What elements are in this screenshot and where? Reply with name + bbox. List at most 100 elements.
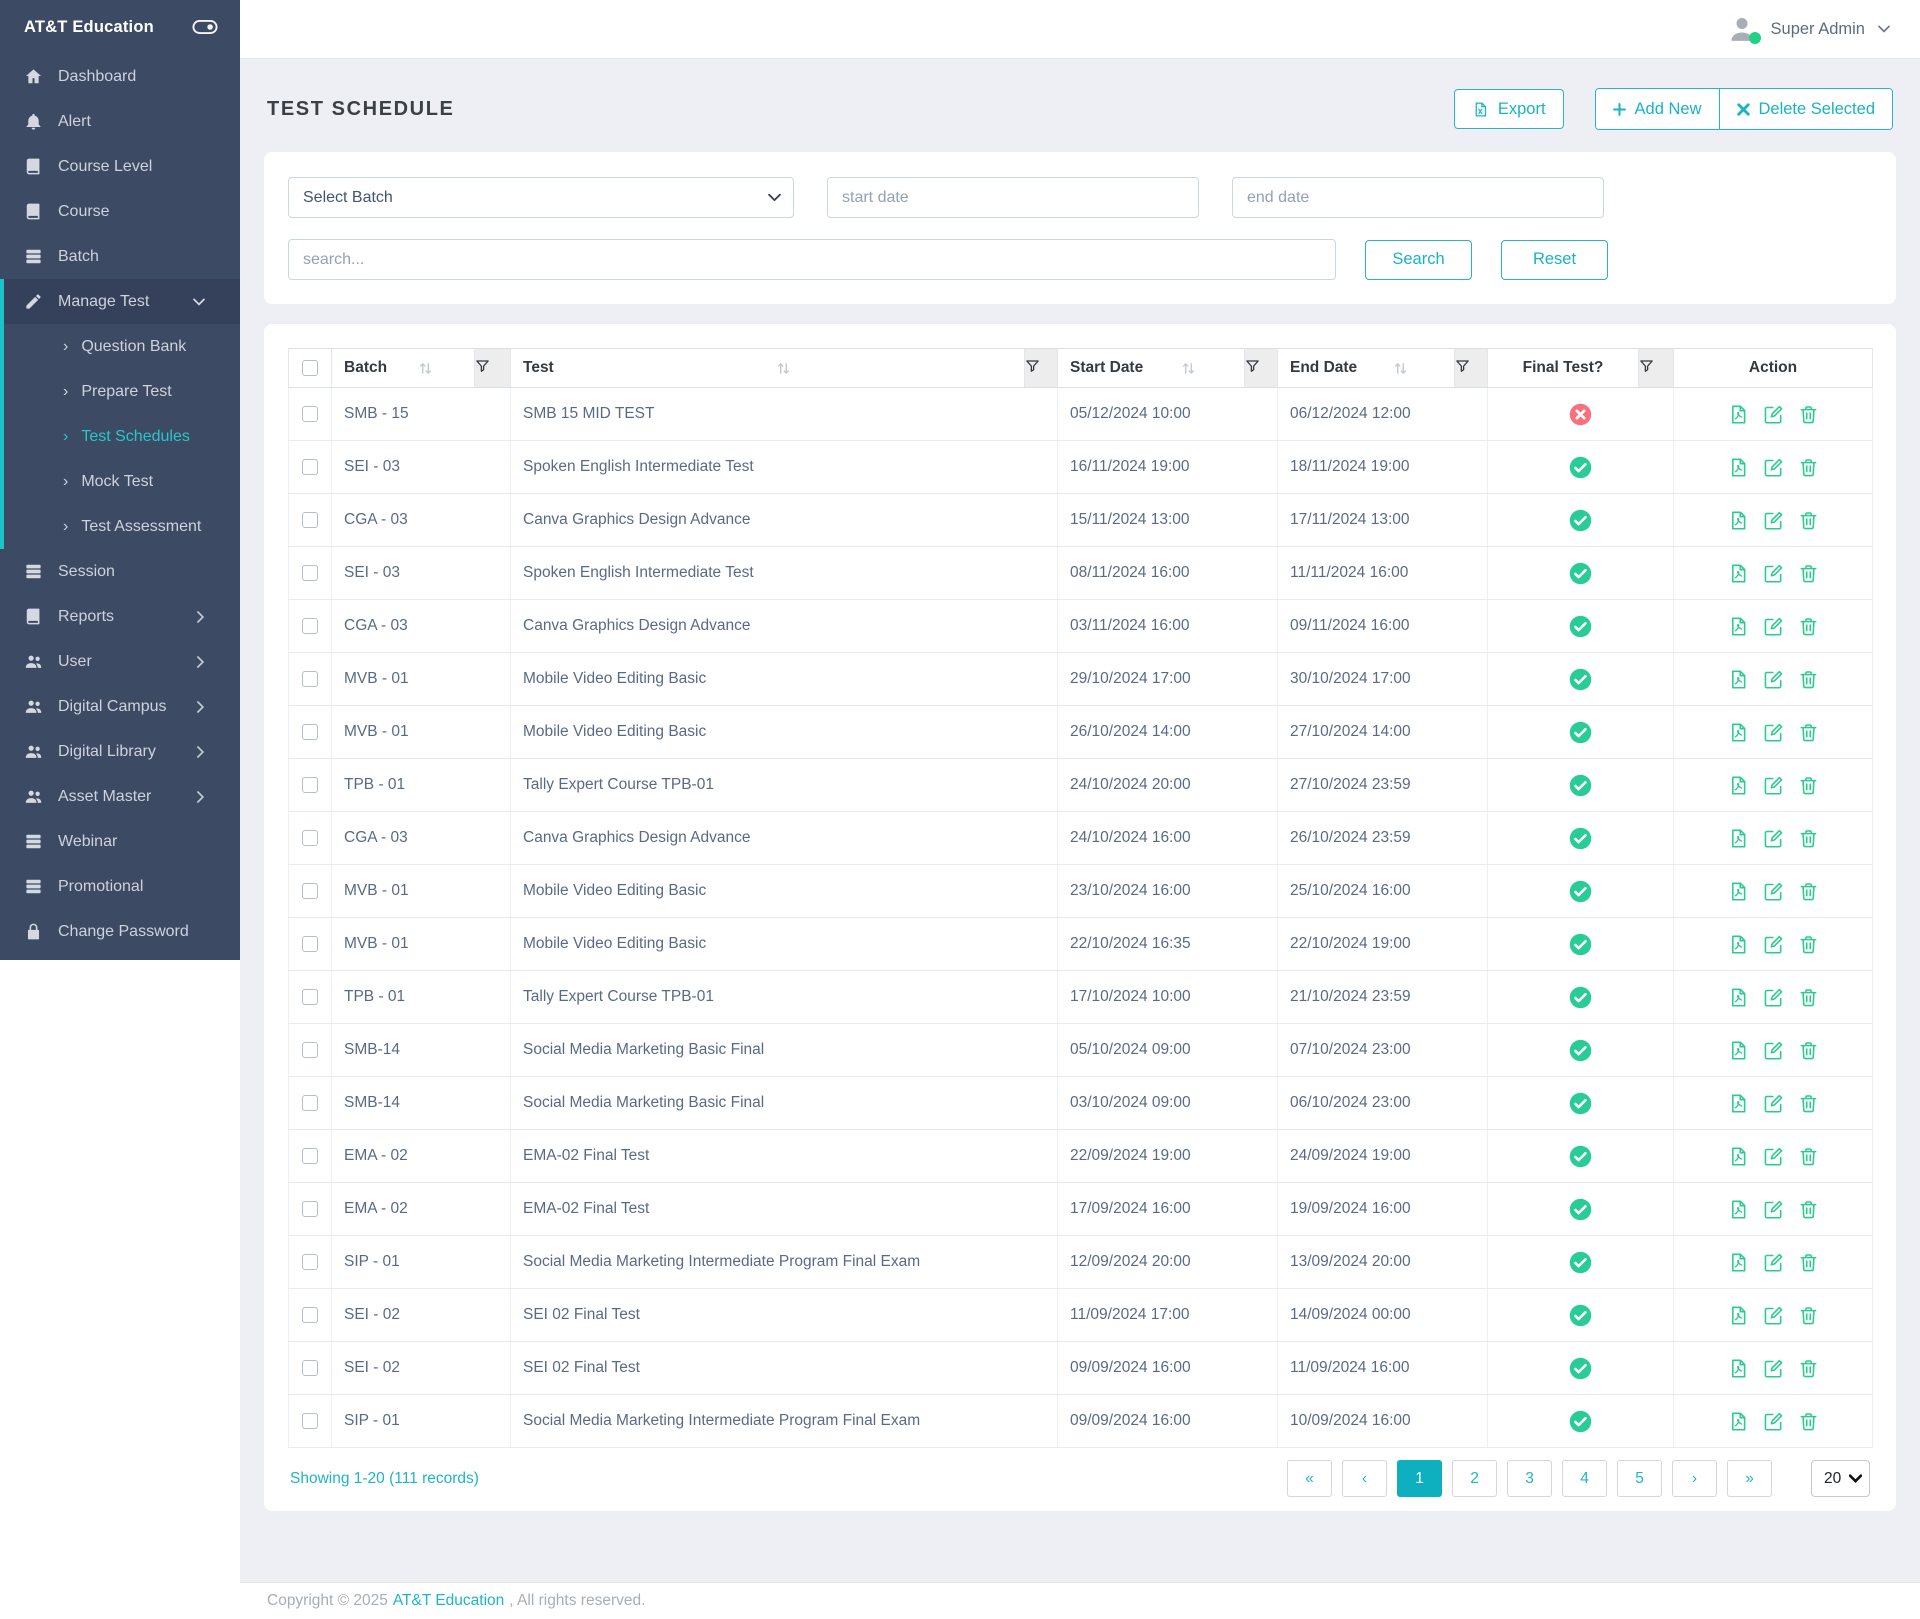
page-1-button[interactable]: 1 bbox=[1397, 1460, 1442, 1497]
pdf-icon[interactable] bbox=[1728, 722, 1749, 743]
pdf-icon[interactable] bbox=[1728, 1358, 1749, 1379]
sidebar-item-digital-campus[interactable]: Digital Campus bbox=[0, 684, 240, 729]
sidebar-item-question-bank[interactable]: › Question Bank bbox=[4, 324, 240, 369]
prev-page-button[interactable]: ‹ bbox=[1342, 1460, 1387, 1497]
page-3-button[interactable]: 3 bbox=[1507, 1460, 1552, 1497]
footer-brand-link[interactable]: AT&T Education bbox=[392, 1592, 505, 1609]
user-menu[interactable]: Super Admin bbox=[1726, 14, 1890, 44]
delete-selected-button[interactable]: Delete Selected bbox=[1718, 89, 1892, 129]
end-date-column-header[interactable]: End Date bbox=[1277, 348, 1455, 388]
row-checkbox[interactable] bbox=[302, 511, 318, 528]
pdf-icon[interactable] bbox=[1728, 1252, 1749, 1273]
row-checkbox[interactable] bbox=[302, 988, 318, 1005]
delete-icon[interactable] bbox=[1798, 775, 1819, 796]
pdf-icon[interactable] bbox=[1728, 1093, 1749, 1114]
last-page-button[interactable]: » bbox=[1727, 1460, 1772, 1497]
edit-icon[interactable] bbox=[1763, 881, 1784, 902]
edit-icon[interactable] bbox=[1763, 1305, 1784, 1326]
delete-icon[interactable] bbox=[1798, 881, 1819, 902]
edit-icon[interactable] bbox=[1763, 987, 1784, 1008]
next-page-button[interactable]: › bbox=[1672, 1460, 1717, 1497]
pdf-icon[interactable] bbox=[1728, 1199, 1749, 1220]
row-checkbox[interactable] bbox=[302, 1041, 318, 1058]
sort-icon[interactable] bbox=[1181, 362, 1196, 375]
test-column-header[interactable]: Test bbox=[510, 348, 1025, 388]
row-checkbox[interactable] bbox=[302, 829, 318, 846]
delete-icon[interactable] bbox=[1798, 1305, 1819, 1326]
sidebar-item-prepare-test[interactable]: › Prepare Test bbox=[4, 369, 240, 414]
edit-icon[interactable] bbox=[1763, 934, 1784, 955]
pdf-icon[interactable] bbox=[1728, 881, 1749, 902]
batch-column-header[interactable]: Batch bbox=[331, 348, 475, 388]
sort-icon[interactable] bbox=[776, 362, 791, 375]
delete-icon[interactable] bbox=[1798, 404, 1819, 425]
edit-icon[interactable] bbox=[1763, 1199, 1784, 1220]
first-page-button[interactable]: « bbox=[1287, 1460, 1332, 1497]
filter-icon[interactable] bbox=[475, 358, 490, 374]
page-2-button[interactable]: 2 bbox=[1452, 1460, 1497, 1497]
reset-button[interactable]: Reset bbox=[1501, 239, 1608, 280]
sidebar-item-digital-library[interactable]: Digital Library bbox=[0, 729, 240, 774]
sidebar-item-manage-test[interactable]: Manage Test bbox=[4, 279, 240, 324]
filter-icon[interactable] bbox=[1245, 358, 1260, 374]
sidebar-item-promotional[interactable]: Promotional bbox=[0, 864, 240, 909]
batch-select[interactable]: Select Batch bbox=[288, 177, 794, 218]
delete-icon[interactable] bbox=[1798, 510, 1819, 531]
search-input[interactable] bbox=[288, 239, 1336, 280]
edit-icon[interactable] bbox=[1763, 1411, 1784, 1432]
sidebar-item-webinar[interactable]: Webinar bbox=[0, 819, 240, 864]
delete-icon[interactable] bbox=[1798, 563, 1819, 584]
row-checkbox[interactable] bbox=[302, 670, 318, 687]
row-checkbox[interactable] bbox=[302, 935, 318, 952]
pdf-icon[interactable] bbox=[1728, 669, 1749, 690]
export-button[interactable]: Export bbox=[1453, 89, 1564, 129]
pdf-icon[interactable] bbox=[1728, 934, 1749, 955]
add-new-button[interactable]: Add New bbox=[1595, 89, 1719, 129]
row-checkbox[interactable] bbox=[302, 1412, 318, 1429]
delete-icon[interactable] bbox=[1798, 1411, 1819, 1432]
row-checkbox[interactable] bbox=[302, 1200, 318, 1217]
start-date-column-header[interactable]: Start Date bbox=[1057, 348, 1245, 388]
edit-icon[interactable] bbox=[1763, 775, 1784, 796]
row-checkbox[interactable] bbox=[302, 1147, 318, 1164]
pdf-icon[interactable] bbox=[1728, 404, 1749, 425]
edit-icon[interactable] bbox=[1763, 722, 1784, 743]
pdf-icon[interactable] bbox=[1728, 828, 1749, 849]
delete-icon[interactable] bbox=[1798, 457, 1819, 478]
delete-icon[interactable] bbox=[1798, 1199, 1819, 1220]
select-all-checkbox[interactable] bbox=[302, 359, 318, 376]
delete-icon[interactable] bbox=[1798, 987, 1819, 1008]
delete-icon[interactable] bbox=[1798, 828, 1819, 849]
sidebar-item-alert[interactable]: Alert bbox=[0, 99, 240, 144]
edit-icon[interactable] bbox=[1763, 828, 1784, 849]
filter-icon[interactable] bbox=[1025, 358, 1040, 374]
edit-icon[interactable] bbox=[1763, 1040, 1784, 1061]
row-checkbox[interactable] bbox=[302, 1359, 318, 1376]
pdf-icon[interactable] bbox=[1728, 457, 1749, 478]
sidebar-item-test-assessment[interactable]: › Test Assessment bbox=[4, 504, 240, 549]
sort-icon[interactable] bbox=[418, 362, 433, 375]
pdf-icon[interactable] bbox=[1728, 1146, 1749, 1167]
page-4-button[interactable]: 4 bbox=[1562, 1460, 1607, 1497]
edit-icon[interactable] bbox=[1763, 457, 1784, 478]
delete-icon[interactable] bbox=[1798, 1093, 1819, 1114]
edit-icon[interactable] bbox=[1763, 1252, 1784, 1273]
sidebar-item-dashboard[interactable]: Dashboard bbox=[0, 54, 240, 99]
delete-icon[interactable] bbox=[1798, 669, 1819, 690]
edit-icon[interactable] bbox=[1763, 1093, 1784, 1114]
delete-icon[interactable] bbox=[1798, 1358, 1819, 1379]
delete-icon[interactable] bbox=[1798, 1146, 1819, 1167]
delete-icon[interactable] bbox=[1798, 616, 1819, 637]
sidebar-item-user[interactable]: User bbox=[0, 639, 240, 684]
edit-icon[interactable] bbox=[1763, 669, 1784, 690]
edit-icon[interactable] bbox=[1763, 563, 1784, 584]
row-checkbox[interactable] bbox=[302, 564, 318, 581]
sidebar-item-change-password[interactable]: Change Password bbox=[0, 909, 240, 954]
row-checkbox[interactable] bbox=[302, 776, 318, 793]
pdf-icon[interactable] bbox=[1728, 616, 1749, 637]
edit-icon[interactable] bbox=[1763, 510, 1784, 531]
row-checkbox[interactable] bbox=[302, 723, 318, 740]
sidebar-item-mock-test[interactable]: › Mock Test bbox=[4, 459, 240, 504]
delete-icon[interactable] bbox=[1798, 1252, 1819, 1273]
delete-icon[interactable] bbox=[1798, 1040, 1819, 1061]
